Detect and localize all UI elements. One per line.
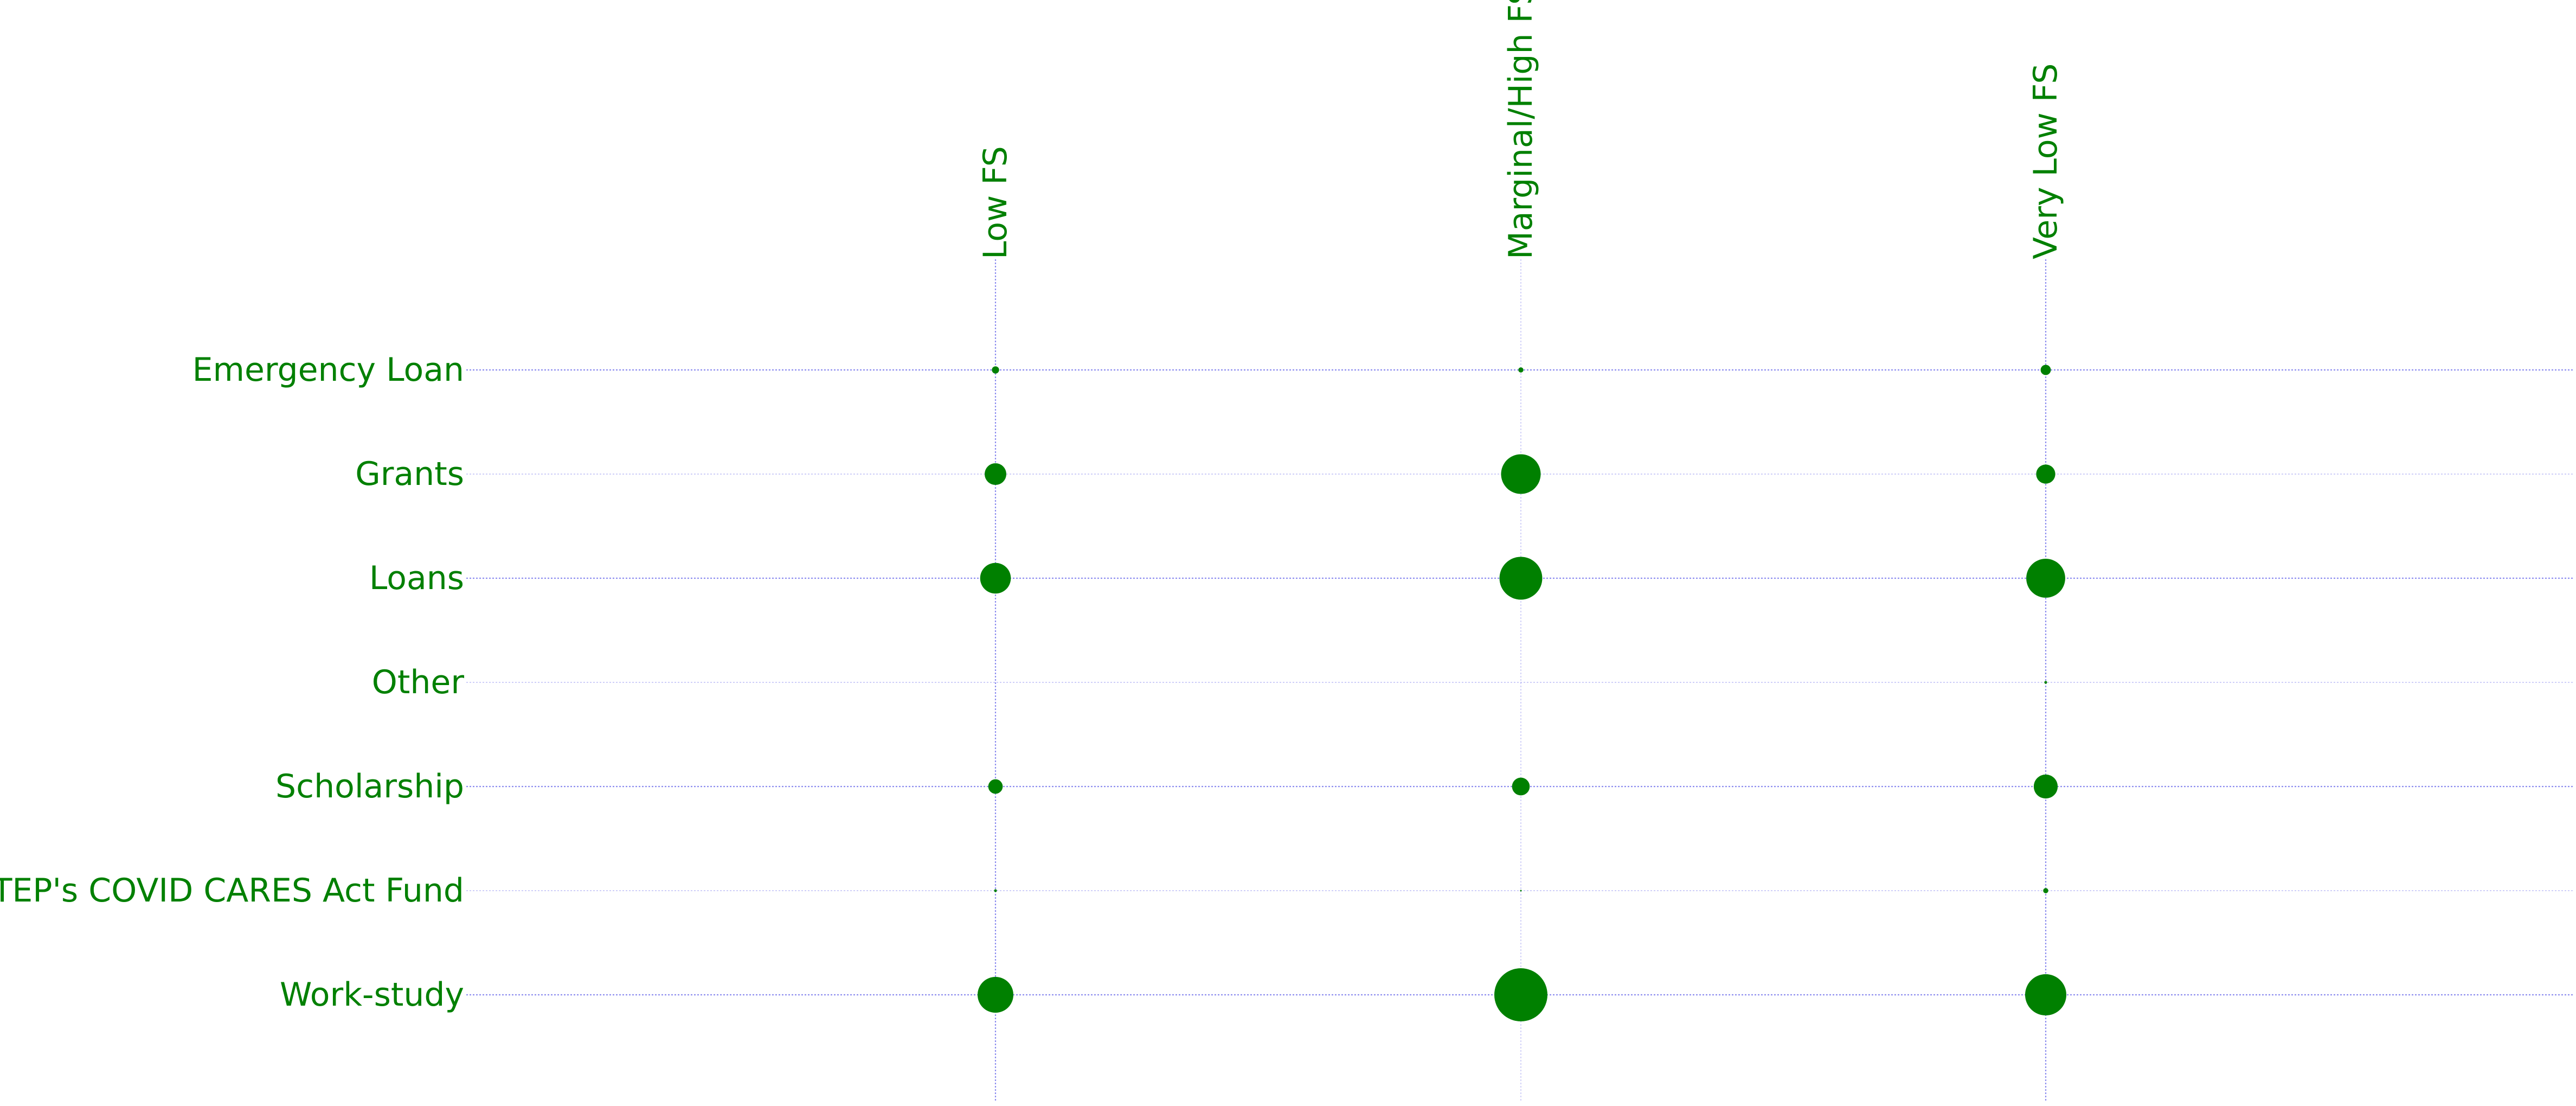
bubble-marker	[2043, 888, 2048, 893]
bubble-marker	[992, 366, 999, 374]
bubble-marker	[1520, 890, 1522, 892]
bubble-marker	[994, 889, 997, 892]
bubble-marker	[1501, 454, 1541, 494]
bubble-marker	[2025, 974, 2067, 1016]
column-label: Very Low FS	[2027, 63, 2065, 259]
row-label: Work-study	[280, 976, 464, 1014]
bubble-marker	[980, 562, 1011, 594]
bubble-marker	[1499, 557, 1543, 600]
row-label: Loans	[369, 559, 464, 597]
bubble-marker	[2040, 365, 2051, 375]
bubble-marker	[2044, 681, 2047, 684]
row-label: Grants	[355, 455, 464, 493]
row-label: Scholarship	[275, 768, 464, 805]
column-label: Low FS	[977, 146, 1014, 259]
row-label: Other	[372, 663, 465, 701]
bubble-marker	[1518, 367, 1524, 373]
bubble-marker	[2033, 774, 2058, 799]
column-label: Marginal/High FS	[1502, 0, 1540, 259]
bubble-marker	[977, 976, 1014, 1013]
bubble-marker	[2036, 464, 2055, 484]
label-layer: Emergency Loan Grants Loans Other Scholarshi…	[0, 0, 2065, 1014]
row-label: UTEP's COVID CARES Act Fund	[0, 872, 464, 910]
bubble-marker	[2026, 559, 2065, 598]
row-label: Emergency Loan	[192, 351, 464, 389]
marker-layer	[977, 365, 2067, 1021]
grid-layer	[466, 259, 2573, 1101]
bubble-marker	[985, 463, 1006, 485]
bubble-marker	[1494, 968, 1547, 1021]
bubble-marker	[1512, 777, 1530, 796]
bubble-marker	[988, 779, 1003, 794]
